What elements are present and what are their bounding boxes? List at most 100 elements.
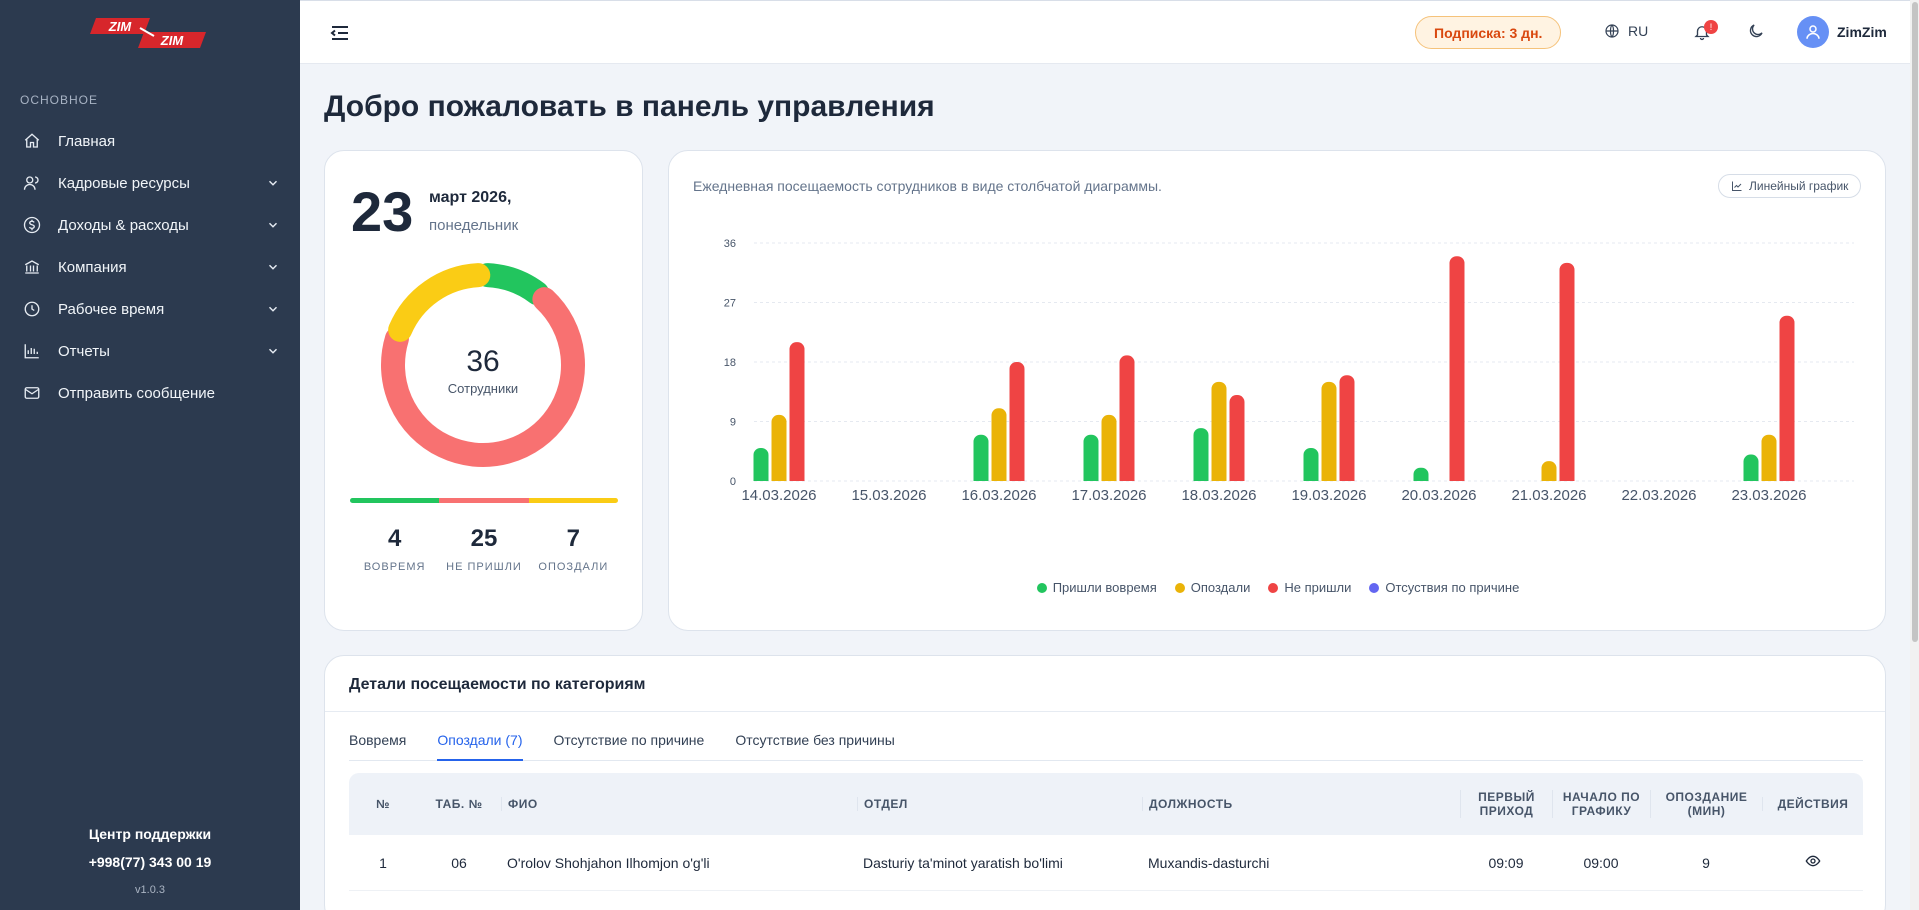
sidebar-nav: Главная Кадровые ресурсы Доходы & расход… bbox=[0, 120, 300, 414]
sidebar-item-worktime[interactable]: Рабочее время bbox=[0, 288, 300, 330]
chart-bar[interactable] bbox=[1303, 447, 1319, 481]
chevron-down-icon bbox=[268, 348, 278, 354]
chart-bar[interactable] bbox=[1761, 434, 1777, 481]
line-chart-toggle-button[interactable]: Линейный график bbox=[1718, 174, 1862, 198]
tab-ontime[interactable]: Вовремя bbox=[349, 732, 407, 748]
table-row[interactable]: 1 06 O'rolov Shohjahon Ilhomjon o'g'li D… bbox=[349, 835, 1863, 891]
today-weekday: понедельник bbox=[429, 217, 519, 234]
tab-late[interactable]: Опоздали (7) bbox=[437, 730, 523, 761]
chart-bar[interactable] bbox=[1193, 428, 1209, 481]
legend-label: Отсуствия по причине bbox=[1385, 580, 1520, 595]
legend-item[interactable]: Опоздали bbox=[1174, 580, 1251, 595]
chart-bar[interactable] bbox=[753, 447, 769, 481]
donut-total-label: Сотрудники bbox=[447, 381, 519, 396]
chart-bar[interactable] bbox=[1009, 362, 1025, 481]
tab-absent-reason[interactable]: Отсутствие по причине bbox=[553, 732, 705, 748]
details-title: Детали посещаемости по категориям bbox=[325, 656, 1885, 712]
sidebar-item-finance[interactable]: Доходы & расходы bbox=[0, 204, 300, 246]
donut-segment-late[interactable] bbox=[388, 263, 491, 342]
y-tick-label: 18 bbox=[724, 357, 736, 369]
user-menu[interactable]: ZimZim bbox=[1797, 16, 1887, 48]
support-phone[interactable]: +998(77) 343 00 19 bbox=[88, 854, 212, 870]
cell-schedule-start: 09:00 bbox=[1583, 854, 1619, 871]
sidebar-item-label: Компания bbox=[58, 258, 127, 276]
chart-bar[interactable] bbox=[1321, 381, 1337, 481]
chart-bar[interactable] bbox=[991, 408, 1007, 481]
col-tab-number[interactable]: ТАБ. № bbox=[435, 797, 483, 811]
sidebar-item-send-message[interactable]: Отправить сообщение bbox=[0, 372, 300, 414]
legend-item[interactable]: Отсуствия по причине bbox=[1369, 580, 1519, 595]
x-tick-label: 20.03.2026 bbox=[1401, 487, 1476, 504]
strip-absent bbox=[439, 498, 529, 503]
chart-bar[interactable] bbox=[1541, 461, 1557, 481]
x-tick-label: 19.03.2026 bbox=[1291, 487, 1366, 504]
col-position[interactable]: ДОЛЖНОСТЬ bbox=[1142, 797, 1460, 811]
chevron-down-icon bbox=[268, 222, 278, 228]
moon-icon[interactable] bbox=[1747, 22, 1765, 40]
stat-label: НЕ ПРИШЛИ bbox=[446, 561, 522, 573]
today-summary-card: 23 март 2026, понедельник 36 Сотрудники … bbox=[324, 150, 643, 631]
chart-bar[interactable] bbox=[1083, 434, 1099, 481]
tab-absent-no-reason[interactable]: Отсутствие без причины bbox=[735, 732, 895, 748]
col-first-arrival[interactable]: ПЕРВЫЙ ПРИХОД bbox=[1460, 790, 1552, 818]
chart-bar[interactable] bbox=[771, 414, 787, 481]
chart-bar[interactable] bbox=[1229, 395, 1245, 481]
chart-bar[interactable] bbox=[1119, 355, 1135, 481]
donut-segment-absent[interactable] bbox=[381, 287, 585, 467]
legend-label: Опоздали bbox=[1190, 580, 1251, 595]
cell-late-minutes: 9 bbox=[1702, 854, 1710, 871]
chart-bar[interactable] bbox=[1449, 256, 1465, 481]
chart-bar[interactable] bbox=[1743, 454, 1759, 481]
attendance-details-card: Детали посещаемости по категориям Воврем… bbox=[324, 655, 1886, 910]
stat-value: 7 bbox=[566, 525, 580, 552]
chart-legend: Пришли вовремя Опоздали Не пришли Отсуствия… bbox=[669, 580, 1887, 595]
mail-icon bbox=[22, 383, 42, 403]
chart-bar[interactable] bbox=[1211, 381, 1227, 481]
bank-icon bbox=[22, 257, 42, 277]
chart-bar[interactable] bbox=[1101, 414, 1117, 481]
subscription-badge[interactable]: Подписка: 3 дн. bbox=[1415, 16, 1562, 49]
menu-toggle-icon[interactable] bbox=[328, 21, 352, 45]
chart-bar[interactable] bbox=[1779, 315, 1795, 481]
chevron-down-icon bbox=[268, 306, 278, 312]
attendance-stats: 4 ВОВРЕМЯ 25 НЕ ПРИШЛИ 7 ОПОЗДАЛИ bbox=[350, 525, 618, 573]
col-department[interactable]: ОТДЕЛ bbox=[857, 797, 1142, 811]
legend-item[interactable]: Не пришли bbox=[1268, 580, 1351, 595]
col-number[interactable]: № bbox=[376, 797, 390, 811]
sidebar-item-company[interactable]: Компания bbox=[0, 246, 300, 288]
page-scrollbar-thumb[interactable] bbox=[1912, 2, 1918, 642]
support-title: Центр поддержки bbox=[88, 826, 212, 842]
sidebar-item-hr[interactable]: Кадровые ресурсы bbox=[0, 162, 300, 204]
chart-bar[interactable] bbox=[1413, 467, 1429, 481]
col-full-name[interactable]: ФИО bbox=[501, 797, 857, 811]
support-block: Центр поддержки +998(77) 343 00 19 v1.0.… bbox=[0, 826, 300, 910]
sidebar-item-home[interactable]: Главная bbox=[0, 120, 300, 162]
language-selector[interactable]: RU bbox=[1604, 23, 1648, 39]
today-month-year: март 2026, bbox=[429, 189, 512, 206]
stat-absent: 25 НЕ ПРИШЛИ bbox=[439, 525, 528, 573]
chart-bar[interactable] bbox=[1559, 262, 1575, 481]
chart-bar[interactable] bbox=[1339, 375, 1355, 481]
zimzim-logo[interactable]: ZIM ZIM bbox=[88, 14, 212, 52]
legend-dot bbox=[1174, 582, 1185, 593]
col-schedule-start[interactable]: НАЧАЛО ПО ГРАФИКУ bbox=[1552, 790, 1650, 818]
x-tick-label: 17.03.2026 bbox=[1071, 487, 1146, 504]
chart-bar[interactable] bbox=[973, 434, 989, 481]
svg-text:ZIM: ZIM bbox=[160, 33, 185, 48]
legend-dot bbox=[1369, 582, 1380, 593]
col-late-minutes[interactable]: ОПОЗДАНИЕ (МИН) bbox=[1650, 790, 1762, 818]
legend-item[interactable]: Пришли вовремя bbox=[1036, 580, 1157, 595]
attendance-bar-chart: 0 9 18 27 36 14.03.2026 15.03.2026 16.03.2026 17… bbox=[724, 238, 1854, 504]
view-icon[interactable] bbox=[1805, 853, 1821, 869]
sidebar-item-label: Отчеты bbox=[58, 342, 110, 360]
cell-number: 1 bbox=[379, 854, 387, 871]
chart-title: Ежедневная посещаемость сотрудников в ви… bbox=[693, 178, 1162, 194]
x-tick-label: 21.03.2026 bbox=[1511, 487, 1586, 504]
x-tick-label: 22.03.2026 bbox=[1621, 487, 1696, 504]
sidebar-item-reports[interactable]: Отчеты bbox=[0, 330, 300, 372]
chart-bar[interactable] bbox=[789, 342, 805, 481]
sidebar-item-label: Доходы & расходы bbox=[58, 216, 189, 234]
line-chart-icon bbox=[1732, 181, 1742, 191]
donut-segment-ontime[interactable] bbox=[475, 263, 550, 306]
top-header: Подписка: 3 дн. RU ! ZimZim bbox=[300, 0, 1919, 64]
